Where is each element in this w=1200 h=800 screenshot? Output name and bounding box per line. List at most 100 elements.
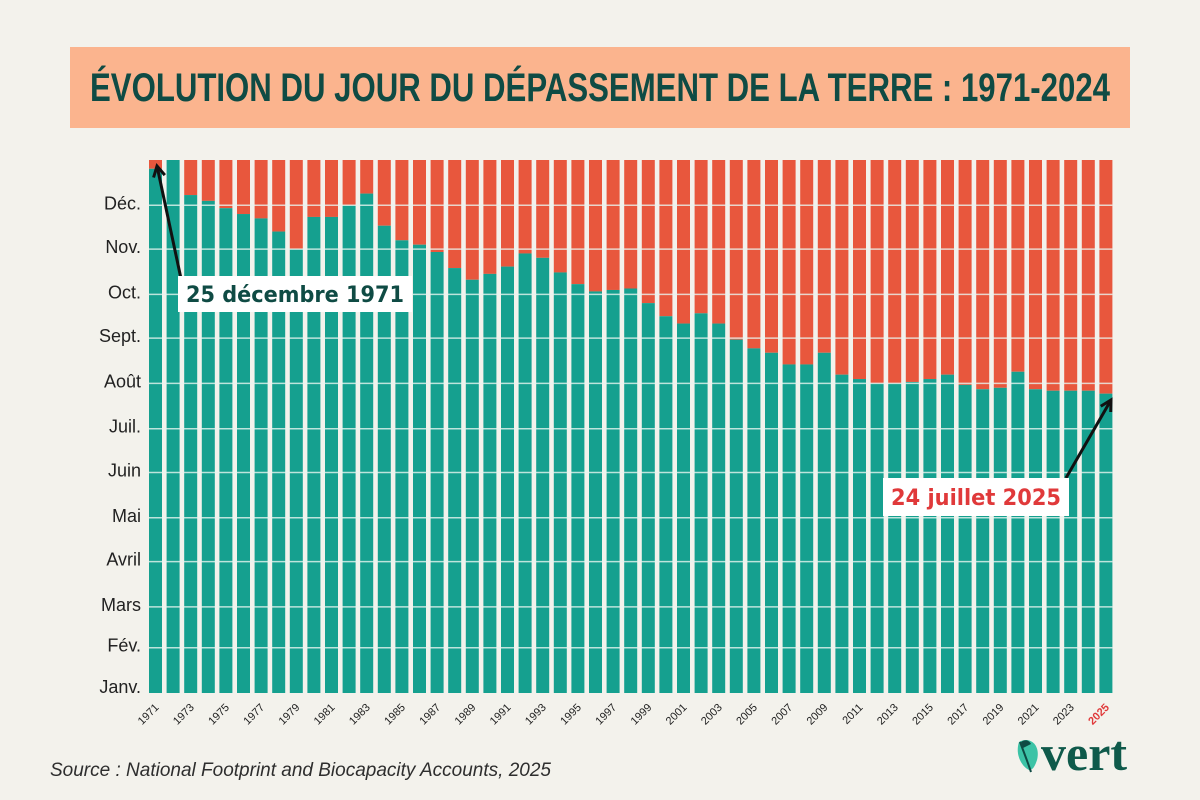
bar-remainder-2013 bbox=[888, 160, 902, 384]
arrow-2025-head bbox=[1099, 397, 1113, 413]
bar-overshoot-2011 bbox=[853, 379, 866, 693]
bar-overshoot-1996 bbox=[589, 291, 602, 693]
x-tick-label: 2009 bbox=[805, 702, 831, 728]
bar-overshoot-1989 bbox=[465, 279, 479, 693]
bar-remainder-2008 bbox=[800, 160, 814, 365]
bar-remainder-1978 bbox=[272, 160, 286, 232]
y-tick-label: Juin bbox=[108, 460, 141, 480]
bar-remainder-1976 bbox=[237, 160, 250, 215]
x-tick-label: 2011 bbox=[840, 702, 865, 727]
bar-overshoot-2007 bbox=[782, 364, 796, 693]
logo-text: vert bbox=[1041, 730, 1127, 780]
chart-title: ÉVOLUTION DU JOUR DU DÉPASSEMENT DE LA T… bbox=[90, 65, 1111, 110]
x-tick-label: 2007 bbox=[769, 702, 795, 728]
bar-overshoot-1998 bbox=[624, 288, 638, 693]
bar-remainder-2018 bbox=[976, 160, 990, 390]
y-tick-label: Mai bbox=[112, 506, 141, 526]
bar-remainder-2000 bbox=[659, 160, 673, 317]
bar-overshoot-2020 bbox=[1011, 371, 1025, 693]
bar-remainder-1980 bbox=[307, 160, 321, 217]
vert-logo: vert bbox=[1017, 730, 1127, 780]
bar-remainder-2002 bbox=[694, 160, 708, 314]
bar-overshoot-1977 bbox=[254, 218, 268, 694]
bar-overshoot-1995 bbox=[571, 284, 585, 693]
y-tick-label: Août bbox=[104, 371, 141, 391]
arrow-2025 bbox=[1064, 399, 1113, 479]
bar-remainder-1986 bbox=[413, 160, 426, 245]
bar-remainder-2017 bbox=[958, 160, 972, 385]
bar-remainder-2001 bbox=[677, 160, 690, 324]
x-axis-labels: 1971 1973 1975 1977 1979 1981 1983 1985 1987 1989… bbox=[136, 702, 1112, 728]
bar-overshoot-2019 bbox=[993, 387, 1007, 693]
bar-overshoot-2005 bbox=[747, 348, 761, 693]
x-tick-label: 2005 bbox=[734, 702, 760, 728]
bar-remainder-1989 bbox=[465, 160, 479, 280]
x-tick-label: 1993 bbox=[523, 702, 549, 728]
x-tick-label: 2023 bbox=[1051, 702, 1077, 728]
bar-remainder-1982 bbox=[342, 160, 356, 206]
bar-remainder-2003 bbox=[712, 160, 726, 324]
x-tick-label: 2021 bbox=[1016, 702, 1042, 728]
source-note: Source : National Footprint and Biocapac… bbox=[50, 760, 551, 781]
bar-overshoot-1997 bbox=[606, 289, 620, 693]
bar-overshoot-1999 bbox=[641, 303, 655, 693]
bar-overshoot-1985 bbox=[395, 240, 409, 693]
x-tick-label: 2025 bbox=[1086, 702, 1112, 728]
bar-remainder-2011 bbox=[853, 160, 866, 380]
bar-remainder-2014 bbox=[905, 160, 919, 382]
bar-overshoot-2000 bbox=[659, 316, 673, 693]
bar-remainder-2021 bbox=[1029, 160, 1042, 390]
bar-overshoot-2012 bbox=[870, 383, 884, 693]
bar-remainder-2020 bbox=[1011, 160, 1025, 372]
bar-remainder-1996 bbox=[589, 160, 602, 292]
bar-remainder-1988 bbox=[448, 160, 462, 269]
bar-overshoot-2021 bbox=[1029, 389, 1042, 693]
y-tick-label: Avril bbox=[106, 550, 141, 570]
bar-overshoot-2016 bbox=[941, 374, 954, 693]
bar-overshoot-1971 bbox=[149, 168, 162, 693]
bar-remainder-1990 bbox=[483, 160, 497, 274]
annotation-box-1971 bbox=[178, 276, 412, 312]
bar-overshoot-1981 bbox=[325, 216, 338, 693]
y-axis-labels: Janv. Fév. Mars Avril Mai Juin Juil. Août Sept. O… bbox=[99, 193, 141, 697]
bar-overshoot-1972 bbox=[166, 160, 180, 693]
bar-overshoot-1991 bbox=[501, 266, 514, 693]
gridlines bbox=[149, 204, 1113, 649]
x-tick-label: 1989 bbox=[453, 702, 479, 728]
x-tick-label: 2017 bbox=[945, 702, 971, 728]
bar-overshoot-1988 bbox=[448, 268, 462, 693]
bar-overshoot-2010 bbox=[835, 374, 849, 693]
bar-remainder-2023 bbox=[1064, 160, 1078, 391]
bar-remainder-1984 bbox=[377, 160, 391, 226]
bar-overshoot-2024 bbox=[1081, 390, 1095, 693]
x-tick-label: 1975 bbox=[206, 702, 232, 728]
bar-overshoot-1979 bbox=[289, 249, 303, 693]
y-tick-label: Nov. bbox=[105, 237, 141, 257]
bar-overshoot-1982 bbox=[342, 205, 356, 693]
bar-overshoot-1986 bbox=[413, 244, 426, 693]
bar-remainder-2025 bbox=[1099, 160, 1113, 394]
bar-overshoot-2002 bbox=[694, 313, 708, 693]
bar-remainder-2015 bbox=[923, 160, 937, 380]
bar-remainder-1983 bbox=[360, 160, 374, 194]
bar-remainder-1985 bbox=[395, 160, 409, 241]
bar-remainder-1974 bbox=[201, 160, 215, 201]
bar-remainder-1992 bbox=[518, 160, 532, 254]
bar-overshoot-2009 bbox=[817, 352, 831, 693]
annotations: 25 décembre 1971 24 juillet 2025 bbox=[152, 162, 1113, 516]
bar-overshoot-1975 bbox=[219, 208, 233, 694]
bar-overshoot-2003 bbox=[712, 323, 726, 693]
x-tick-label: 2015 bbox=[910, 702, 936, 728]
bar-overshoot-2013 bbox=[888, 383, 902, 693]
x-tick-label: 1981 bbox=[312, 702, 338, 728]
bar-remainder-2007 bbox=[782, 160, 796, 365]
bar-overshoot-1974 bbox=[201, 200, 215, 693]
x-tick-label: 1997 bbox=[593, 702, 619, 728]
bar-remainder-2012 bbox=[870, 160, 884, 384]
bar-remainder-1991 bbox=[501, 160, 514, 267]
bar-remainder-1977 bbox=[254, 160, 268, 219]
x-tick-label: 2019 bbox=[981, 702, 1007, 728]
x-tick-label: 1991 bbox=[488, 702, 514, 728]
arrow-1971 bbox=[155, 165, 185, 289]
